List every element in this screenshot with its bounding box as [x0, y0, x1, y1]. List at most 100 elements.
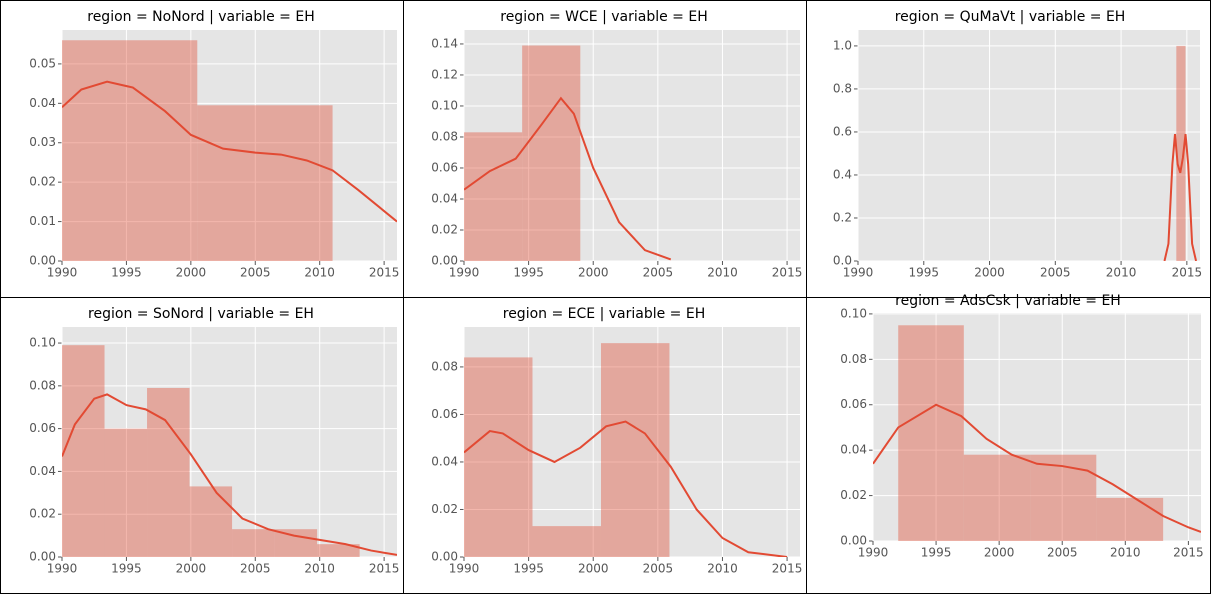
- subplot: 0.00 0.02 0.04 0.06 0.08 0.10 0.12 0.14 1990 1995…: [431, 9, 802, 280]
- x-tick-label: 2005: [240, 266, 271, 280]
- x-tick-label: 2005: [1047, 546, 1078, 560]
- y-tick-label: 0.04: [29, 464, 56, 478]
- x-tick-label: 1995: [111, 266, 142, 280]
- x-tick-label: 2000: [974, 266, 1005, 280]
- bar: [274, 529, 318, 557]
- bar: [600, 343, 670, 557]
- x-tick-label: 1995: [513, 562, 544, 576]
- chart-title: region = ECE | variable = EH: [503, 306, 705, 322]
- x-tick-label: 1990: [449, 266, 480, 280]
- bar: [1176, 45, 1186, 262]
- y-tick-label: 0.01: [29, 214, 56, 228]
- bar: [189, 486, 233, 557]
- plot-background: [858, 30, 1200, 261]
- bar: [1096, 497, 1164, 541]
- y-tick-label: 0.02: [431, 502, 458, 516]
- y-tick-label: 0.12: [431, 67, 458, 81]
- x-tick-label: 2010: [707, 562, 738, 576]
- x-tick-label: 2005: [240, 562, 271, 576]
- x-tick-label: 2015: [1173, 546, 1204, 560]
- y-tick-label: 0.08: [29, 378, 56, 392]
- x-tick-label: 2005: [1040, 266, 1071, 280]
- bar: [1030, 454, 1097, 541]
- kde-line: [464, 96, 672, 261]
- chart-title: region = NoNord | variable = EH: [87, 9, 314, 25]
- y-tick-label: 0.10: [431, 98, 458, 112]
- x-tick-label: 1990: [858, 546, 889, 560]
- y-tick-label: 0.4: [833, 167, 852, 181]
- y-tick-label: 0.6: [833, 124, 852, 138]
- y-tick-label: 0.04: [840, 443, 867, 457]
- x-tick-label: 1990: [449, 562, 480, 576]
- bar: [62, 40, 198, 261]
- x-tick-label: 2010: [304, 266, 335, 280]
- subplot: 0.00 0.02 0.04 0.06 0.08 0.10 1990 1995 2000 2005…: [840, 293, 1203, 560]
- y-tick-label: 0.8: [833, 81, 852, 95]
- x-tick-label: 2010: [1110, 546, 1141, 560]
- y-tick-label: 0.00: [431, 550, 458, 564]
- kde-line: [464, 420, 788, 557]
- y-tick-label: 0.06: [840, 397, 867, 411]
- x-tick-label: 1990: [843, 266, 874, 280]
- y-tick-label: 0.02: [29, 507, 56, 521]
- y-tick-label: 0.2: [833, 210, 852, 224]
- kde-line: [62, 393, 397, 556]
- bar: [532, 526, 601, 557]
- x-tick-label: 2015: [772, 266, 803, 280]
- y-tick-label: 0.10: [840, 306, 867, 320]
- plot-background: [62, 30, 397, 261]
- bar: [62, 345, 105, 557]
- x-tick-label: 2000: [176, 562, 207, 576]
- y-tick-label: 0.04: [29, 96, 56, 110]
- x-tick-label: 2015: [772, 562, 803, 576]
- x-tick-label: 2000: [984, 546, 1015, 560]
- bar: [147, 387, 190, 557]
- subplot: 0.00 0.01 0.02 0.03 0.04 0.05 1990 1995 2000 2005…: [29, 9, 399, 280]
- plot-background: [464, 30, 800, 261]
- y-tick-label: 0.10: [29, 336, 56, 350]
- y-tick-label: 0.02: [29, 175, 56, 189]
- subplot: 0.0 0.2 0.4 0.6 0.8 1.0 1990 1995 2000 2005 2010 20…: [833, 9, 1202, 280]
- y-tick-label: 0.06: [29, 421, 56, 435]
- x-tick-label: 2015: [1172, 266, 1203, 280]
- x-tick-label: 1995: [908, 266, 939, 280]
- y-tick-label: 0.00: [29, 550, 56, 564]
- kde-line: [873, 403, 1201, 533]
- x-tick-label: 2010: [1106, 266, 1137, 280]
- y-tick-label: 0.02: [431, 222, 458, 236]
- x-tick-label: 1995: [921, 546, 952, 560]
- chart-title: region = AdsCsk | variable = EH: [895, 293, 1121, 309]
- y-tick-label: 0.00: [431, 254, 458, 268]
- y-tick-label: 0.00: [29, 254, 56, 268]
- y-tick-label: 0.0: [833, 254, 852, 268]
- chart-title: region = QuMaVt | variable = EH: [895, 9, 1126, 25]
- x-tick-label: 2000: [578, 266, 609, 280]
- x-tick-label: 2015: [369, 562, 400, 576]
- y-tick-label: 0.08: [431, 359, 458, 373]
- plot-background: [464, 327, 800, 557]
- bar: [522, 45, 581, 261]
- plot-background: [873, 313, 1201, 541]
- y-tick-label: 0.00: [840, 534, 867, 548]
- x-tick-label: 2000: [578, 562, 609, 576]
- bar: [963, 454, 1031, 541]
- x-tick-label: 1990: [47, 266, 78, 280]
- y-tick-label: 0.05: [29, 56, 56, 70]
- bar: [317, 544, 360, 557]
- x-tick-label: 2005: [643, 562, 674, 576]
- y-tick-label: 0.06: [431, 160, 458, 174]
- x-tick-label: 2010: [707, 266, 738, 280]
- y-tick-label: 0.04: [431, 191, 458, 205]
- subplot: 0.00 0.02 0.04 0.06 0.08 0.10 1990 1995 2000 2005…: [29, 306, 399, 576]
- bar: [104, 428, 148, 557]
- bar: [197, 105, 333, 261]
- y-tick-label: 1.0: [833, 38, 852, 52]
- kde-line: [62, 80, 397, 223]
- plot-background: [62, 327, 397, 557]
- kde-line: [1163, 133, 1198, 261]
- x-tick-label: 2005: [643, 266, 674, 280]
- x-tick-label: 2000: [176, 266, 207, 280]
- bar: [898, 325, 964, 541]
- bar: [464, 132, 523, 261]
- subplot: 0.00 0.02 0.04 0.06 0.08 1990 1995 2000 2005 2010…: [431, 306, 802, 576]
